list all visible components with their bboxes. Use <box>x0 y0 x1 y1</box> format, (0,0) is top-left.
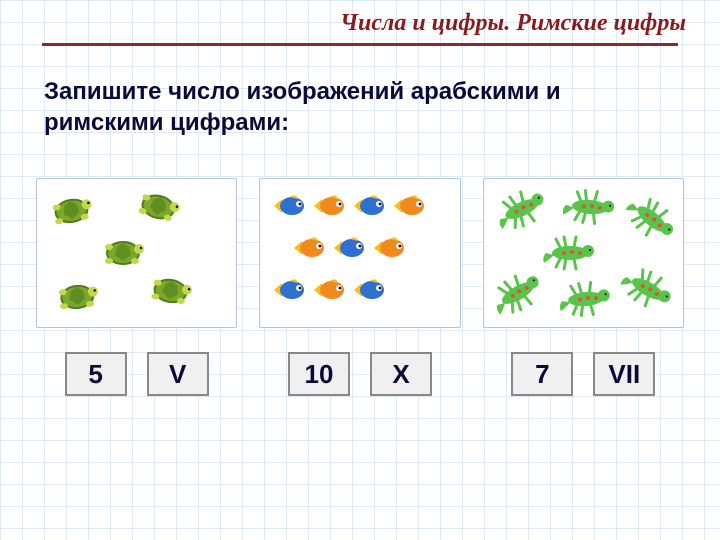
fish-icon <box>372 235 406 261</box>
turtles-arabic: 5 <box>65 352 127 396</box>
fish-icon <box>352 277 386 303</box>
header-rule <box>42 43 678 46</box>
slide-content: Числа и цифры. Римские цифры Запишите чи… <box>0 0 720 396</box>
gecko-icon <box>615 183 684 255</box>
fish-icon <box>272 277 306 303</box>
geckos-arabic: 7 <box>511 352 573 396</box>
fish-arabic: 10 <box>288 352 350 396</box>
turtle-icon <box>99 231 147 269</box>
fish-icon <box>352 193 386 219</box>
turtle-icon <box>44 185 98 231</box>
fish-roman: X <box>370 352 432 396</box>
card-turtles: 5 V <box>36 178 237 396</box>
gecko-icon <box>540 231 600 275</box>
gecko-icon <box>611 255 684 323</box>
gecko-icon <box>554 275 618 324</box>
page-title: Числа и цифры. Римские цифры <box>24 0 696 43</box>
turtles-roman: V <box>147 352 209 396</box>
gecko-icon <box>558 183 622 232</box>
turtles-image <box>36 178 237 328</box>
fish-icon <box>292 235 326 261</box>
fish-icon <box>312 277 346 303</box>
card-geckos: 7 VII <box>483 178 684 396</box>
cards-row: 5 V <box>36 178 684 396</box>
card-fish: 10 X <box>259 178 460 396</box>
turtles-answers: 5 V <box>65 352 209 396</box>
turtle-icon <box>51 273 102 315</box>
fish-answers: 10 X <box>288 352 432 396</box>
turtle-icon <box>144 265 198 311</box>
fish-icon <box>312 193 346 219</box>
geckos-image <box>483 178 684 328</box>
geckos-roman: VII <box>593 352 655 396</box>
instruction-text: Запишите число изображений арабскими и р… <box>44 76 676 138</box>
fish-icon <box>332 235 366 261</box>
fish-image <box>259 178 460 328</box>
fish-icon <box>272 193 306 219</box>
fish-icon <box>392 193 426 219</box>
turtle-icon <box>131 180 187 229</box>
geckos-answers: 7 VII <box>511 352 655 396</box>
